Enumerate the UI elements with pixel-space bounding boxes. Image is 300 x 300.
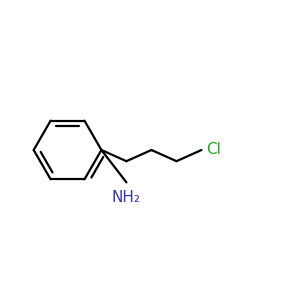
Text: NH₂: NH₂ — [112, 190, 141, 205]
Text: Cl: Cl — [206, 142, 221, 158]
